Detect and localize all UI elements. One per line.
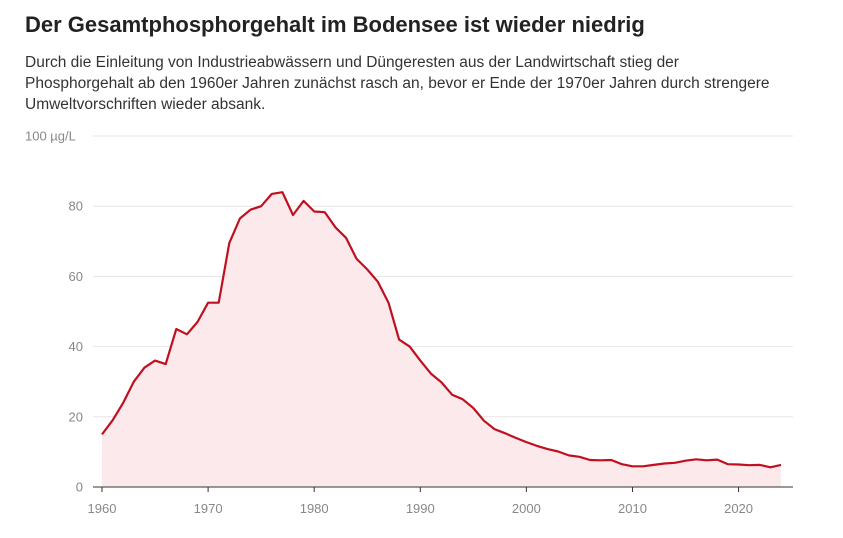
y-tick-label-20: 20 — [69, 409, 83, 424]
x-tick-label-1970: 1970 — [194, 501, 223, 516]
x-tick-label-1960: 1960 — [88, 501, 117, 516]
x-tick-label-2000: 2000 — [512, 501, 541, 516]
y-tick-label-80: 80 — [69, 199, 83, 214]
x-tick-label-2020: 2020 — [724, 501, 753, 516]
x-tick-label-1980: 1980 — [300, 501, 329, 516]
chart-subtitle: Durch die Einleitung von Industrieabwäss… — [25, 54, 770, 113]
area-fill — [102, 192, 781, 487]
series-line — [101, 191, 782, 469]
x-axis: 1960 1970 1980 1990 2000 2010 2020 — [88, 487, 753, 516]
y-tick-label-100: 100 µg/L — [25, 129, 76, 144]
y-tick-label-0: 0 — [76, 480, 83, 495]
x-tick-label-1990: 1990 — [406, 501, 435, 516]
y-tick-label-60: 60 — [69, 269, 83, 284]
chart-title: Der Gesamtphosphorgehalt im Bodensee ist… — [25, 12, 645, 37]
x-tick-label-2010: 2010 — [618, 501, 647, 516]
y-axis: 0 20 40 60 80 100 µg/L — [25, 129, 83, 495]
y-tick-label-40: 40 — [69, 339, 83, 354]
